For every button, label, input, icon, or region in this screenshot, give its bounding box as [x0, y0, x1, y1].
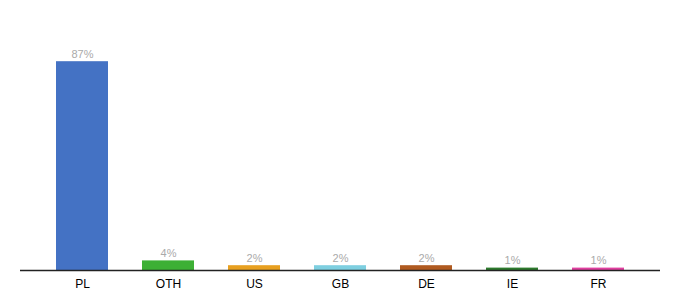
svg-text:1%: 1% [591, 254, 607, 266]
svg-text:1%: 1% [505, 254, 521, 266]
svg-text:87%: 87% [71, 48, 93, 60]
svg-text:2%: 2% [333, 252, 349, 264]
svg-text:PL: PL [75, 277, 90, 291]
svg-text:US: US [246, 277, 263, 291]
svg-text:4%: 4% [161, 247, 177, 259]
svg-text:2%: 2% [419, 252, 435, 264]
svg-text:IE: IE [507, 277, 518, 291]
svg-text:2%: 2% [247, 252, 263, 264]
svg-text:GB: GB [332, 277, 349, 291]
svg-text:DE: DE [418, 277, 435, 291]
svg-text:FR: FR [591, 277, 607, 291]
svg-text:OTH: OTH [156, 277, 181, 291]
